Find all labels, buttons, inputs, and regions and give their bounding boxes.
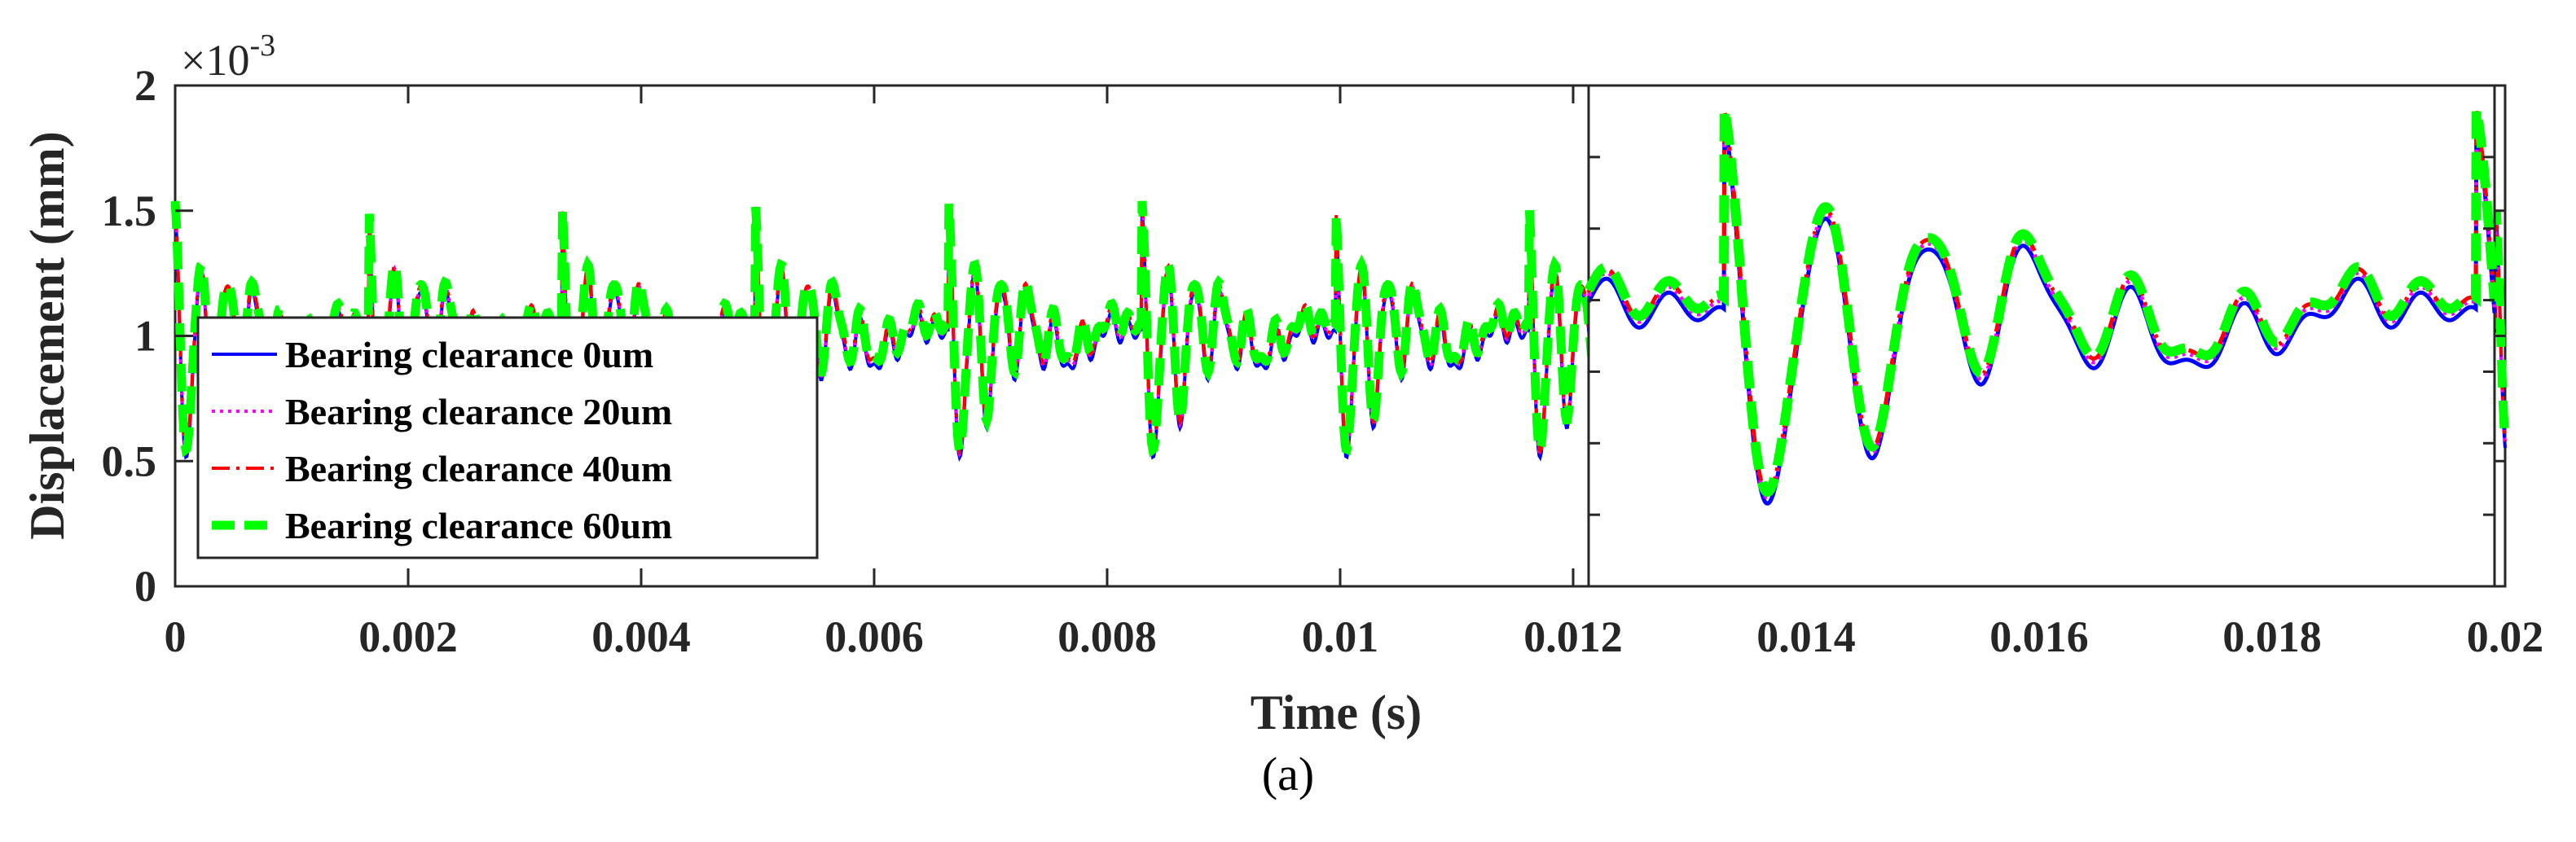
legend: Bearing clearance 0um Bearing clearance 2… [196,316,819,559]
x-tick-label: 0.018 [2222,612,2322,661]
legend-label-0: Bearing clearance 0um [285,334,653,375]
y-axis-title: Displacement (mm) [20,131,74,540]
y-tick-label: 0.5 [102,436,157,485]
series-line-3 [170,200,2510,464]
y-multiplier: ×10-3 [181,29,275,85]
legend-label-1: Bearing clearance 20um [285,391,672,432]
legend-box [196,316,819,559]
inset-series-line-3 [1584,108,2499,498]
x-tick-label: 0.004 [591,612,691,661]
inset-series-lines [1584,108,2499,506]
inset-frame [1587,84,2496,588]
y-tick-label: 0 [134,562,156,611]
figure-caption: (a) [1262,748,1314,800]
x-axis-title: Time (s) [1251,686,1422,739]
x-tick-label: 0.016 [1989,612,2089,661]
x-tick-label: 0.006 [824,612,924,661]
x-tick-label: 0 [165,612,187,661]
x-tick-label: 0.014 [1756,612,1856,661]
x-tick-label: 0.01 [1302,612,1379,661]
x-tick-label: 0.02 [2467,612,2544,661]
y-tick-label: 1.5 [102,186,157,235]
legend-label-3: Bearing clearance 60um [285,505,672,546]
inset-axis-ticks [1589,84,2495,588]
x-tick-label: 0.008 [1057,612,1157,661]
x-tick-label: 0.002 [358,612,458,661]
x-tick-label: 0.012 [1523,612,1623,661]
y-tick-label: 2 [134,61,156,110]
legend-label-2: Bearing clearance 40um [285,448,672,489]
x-tick-labels: 0 0.002 0.004 0.006 0.008 0.01 0.012 0.014 0.016… [165,612,2544,661]
y-tick-labels: 0 0.5 1 1.5 2 [102,61,157,611]
y-tick-label: 1 [134,312,156,361]
